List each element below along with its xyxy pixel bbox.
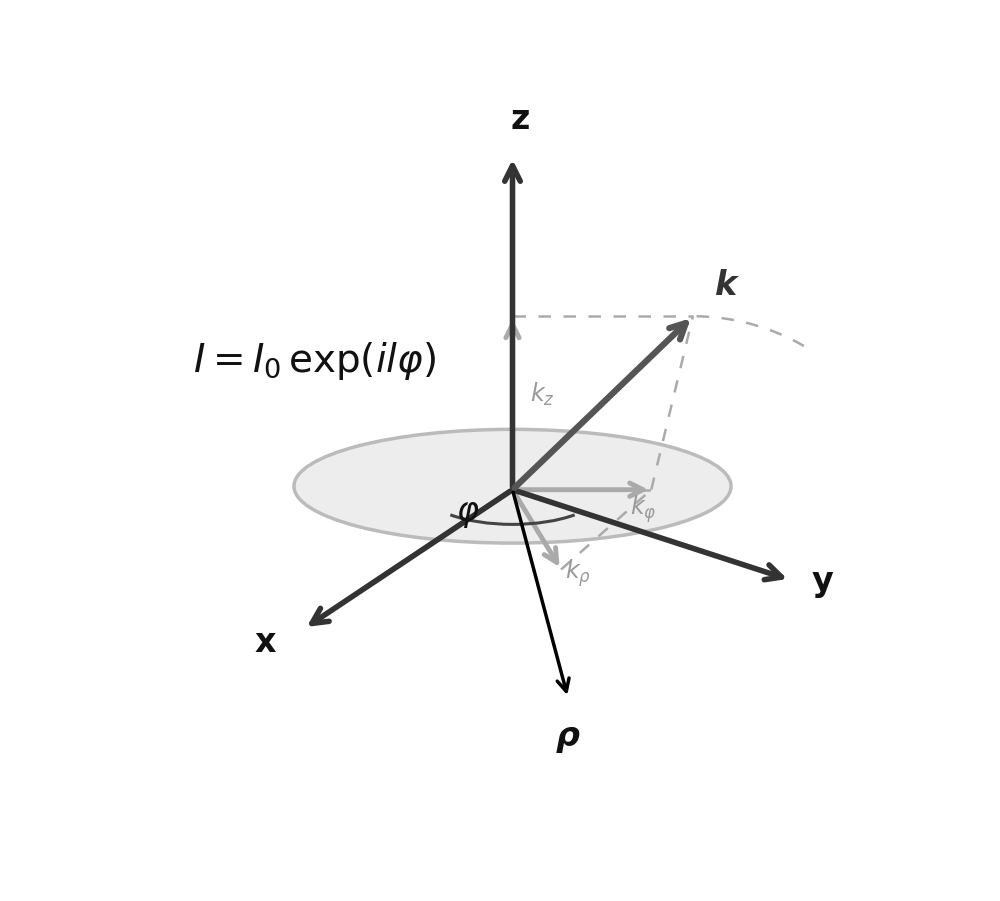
Text: $\varphi$: $\varphi$ <box>456 497 479 531</box>
Text: $I = I_0\,\mathrm{exp}(il\varphi)$: $I = I_0\,\mathrm{exp}(il\varphi)$ <box>193 341 437 382</box>
Ellipse shape <box>294 430 731 543</box>
Text: $\mathbf{z}$: $\mathbf{z}$ <box>510 103 529 136</box>
Text: $k_z$: $k_z$ <box>530 381 554 408</box>
Text: $\mathbf{x}$: $\mathbf{x}$ <box>254 626 277 659</box>
Text: $k_\rho$: $k_\rho$ <box>565 558 591 589</box>
Text: $\boldsymbol{k}$: $\boldsymbol{k}$ <box>714 269 740 303</box>
Text: $k_\varphi$: $k_\varphi$ <box>630 493 657 525</box>
Text: $\boldsymbol{\rho}$: $\boldsymbol{\rho}$ <box>555 722 581 755</box>
Text: $\mathbf{y}$: $\mathbf{y}$ <box>811 567 834 600</box>
